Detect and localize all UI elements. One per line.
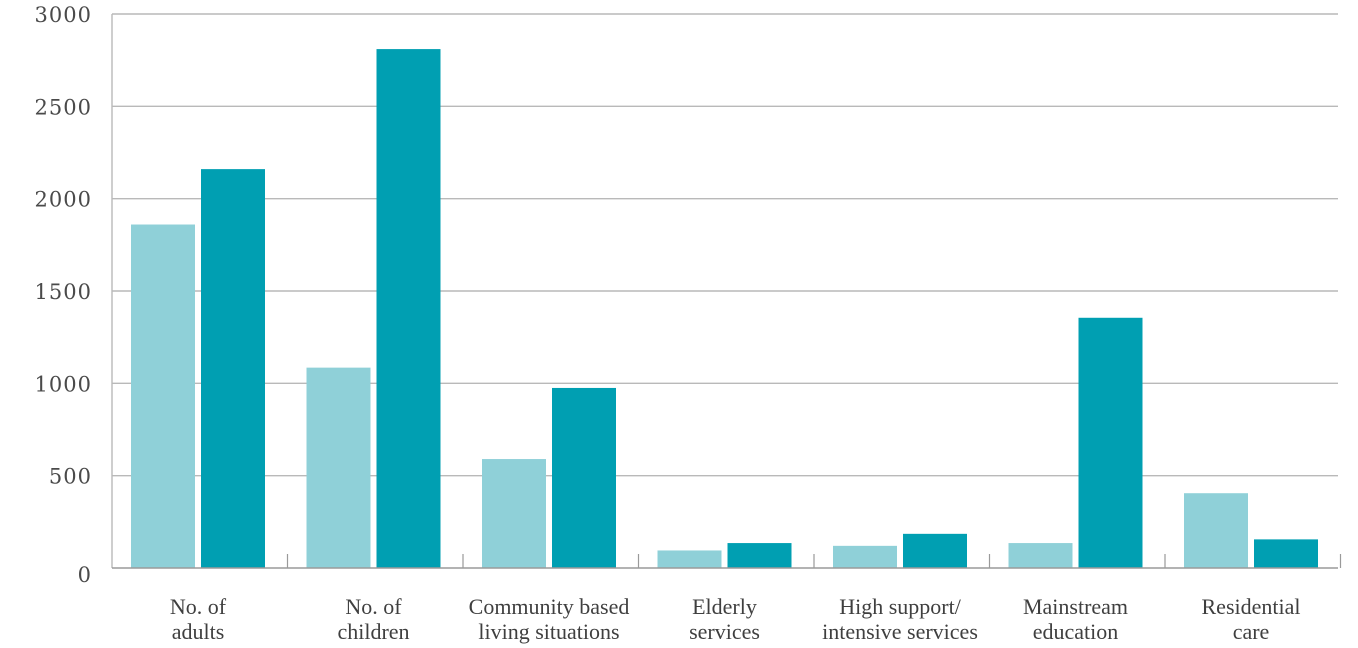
x-tick-label: Elderly services <box>689 594 760 644</box>
bar <box>306 367 371 568</box>
bar <box>552 387 616 568</box>
bars <box>131 49 1318 568</box>
x-tick-label: High support/intensive services <box>822 594 978 644</box>
bar <box>1008 543 1073 568</box>
bar <box>727 543 792 568</box>
bar <box>1254 539 1318 568</box>
bar <box>1184 493 1248 568</box>
y-tick-label: 500 <box>49 465 92 489</box>
bar <box>376 49 441 568</box>
y-tick-label: 1000 <box>35 372 92 396</box>
x-axis <box>112 554 1342 569</box>
bar <box>903 533 967 568</box>
bar <box>201 169 265 568</box>
y-tick-label: 0 <box>78 563 92 587</box>
x-tick-label: Community based living situations <box>469 594 630 644</box>
x-tick-label: No. of adults <box>170 594 227 644</box>
bar <box>657 550 722 568</box>
bar <box>482 459 546 568</box>
x-tick-label: No. of children <box>337 594 409 644</box>
x-tick-label: Mainstream education <box>1023 594 1128 644</box>
bar <box>1078 317 1143 568</box>
y-tick-label: 3000 <box>35 3 92 27</box>
x-tick-label: Residential care <box>1202 594 1301 644</box>
bar <box>833 545 897 568</box>
gridlines <box>111 13 1338 568</box>
y-tick-label: 2000 <box>35 188 92 212</box>
bar <box>131 224 195 568</box>
y-tick-label: 1500 <box>35 280 92 304</box>
x-axis-labels: No. of adults No. of children Community base… <box>170 594 1301 644</box>
y-axis-labels: 0 500 1000 1500 2000 2500 3000 <box>35 3 92 587</box>
y-tick-label: 2500 <box>35 95 92 119</box>
